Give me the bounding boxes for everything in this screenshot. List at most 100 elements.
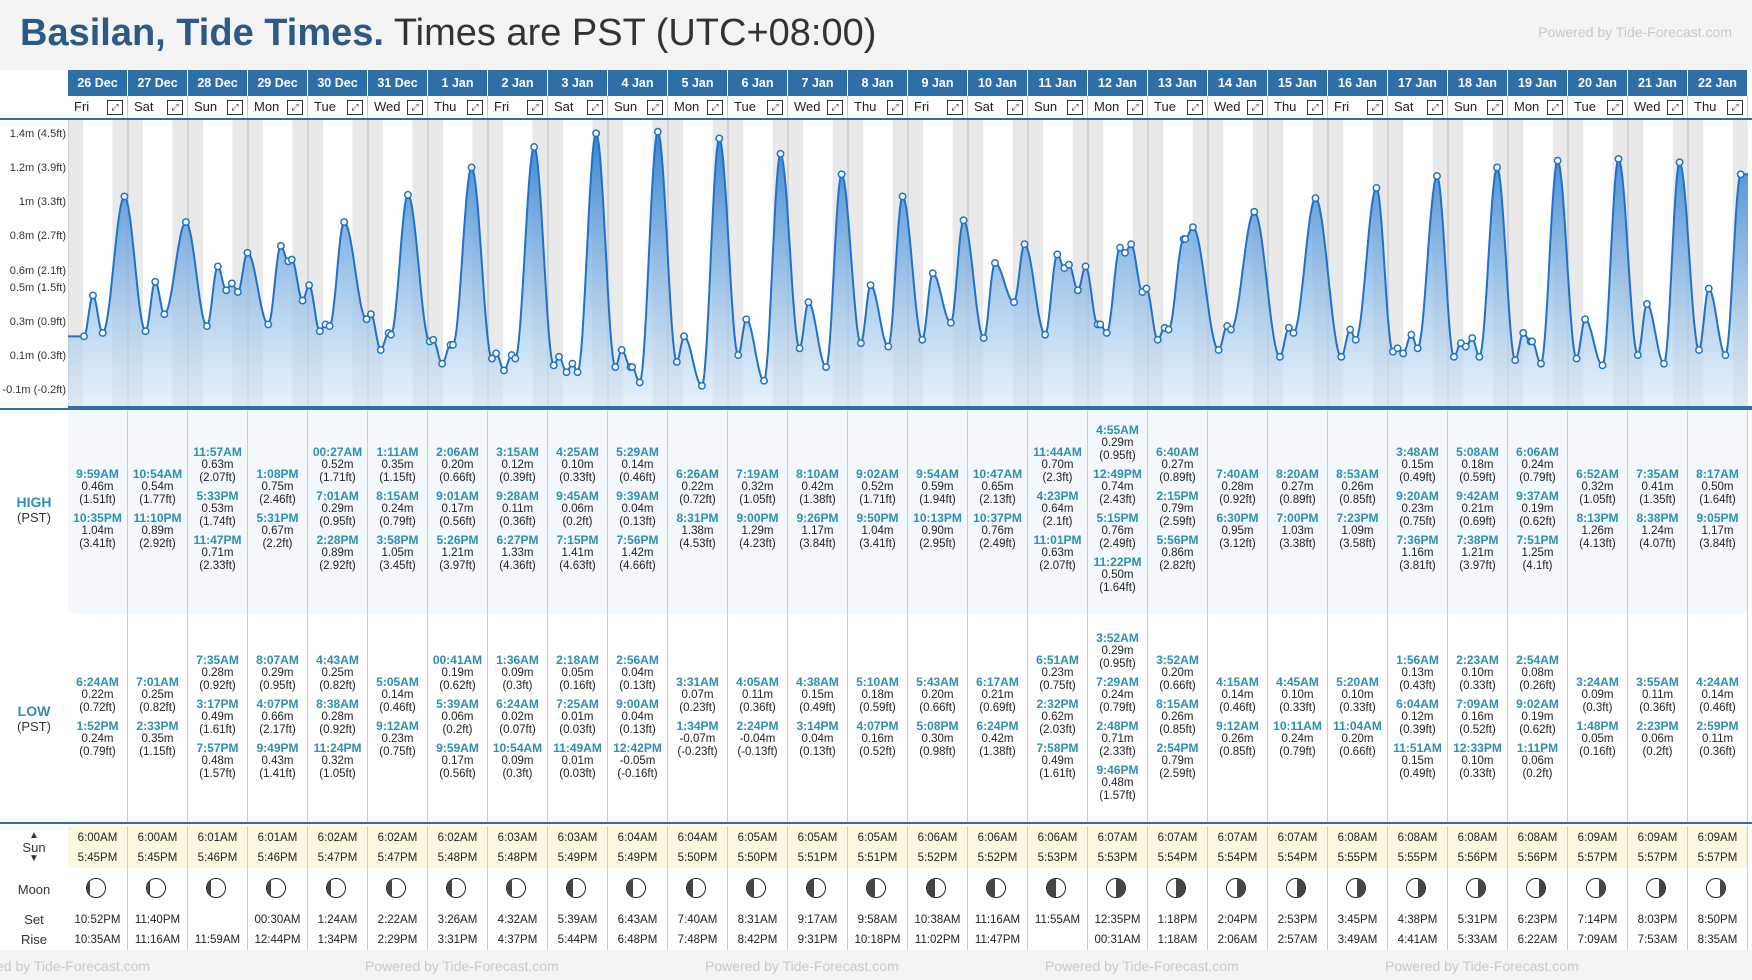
low-tide-height-ft: (0.36ft) — [1699, 745, 1736, 758]
high-tide-height-ft: (4.36ft) — [499, 559, 536, 572]
low-tide-time: 12:33PM — [1453, 740, 1502, 755]
low-tide-point — [1102, 328, 1111, 337]
expand-icon[interactable]: ⤢ — [1307, 100, 1323, 115]
day-date[interactable]: 3 Jan — [548, 70, 608, 96]
high-tide-time: 8:31PM — [676, 510, 719, 525]
day-date[interactable]: 31 Dec — [368, 70, 428, 96]
day-date[interactable]: 20 Jan — [1568, 70, 1628, 96]
day-date[interactable]: 16 Jan — [1328, 70, 1388, 96]
day-date[interactable]: 5 Jan — [668, 70, 728, 96]
day-date[interactable]: 1 Jan — [428, 70, 488, 96]
expand-icon[interactable]: ⤢ — [1187, 100, 1203, 115]
high-tide-height-m: 0.04m — [621, 502, 654, 515]
expand-icon[interactable]: ⤢ — [707, 100, 723, 115]
expand-icon[interactable]: ⤢ — [887, 100, 903, 115]
low-tide-height-ft: (-0.16ft) — [617, 767, 658, 780]
high-tide-point — [1142, 284, 1151, 293]
expand-icon[interactable]: ⤢ — [1007, 100, 1023, 115]
high-tide-time: 8:10AM — [796, 466, 839, 481]
low-tide-point — [264, 320, 273, 329]
moonset-time: 4:32AM — [497, 914, 538, 926]
expand-icon[interactable]: ⤢ — [1427, 100, 1443, 115]
high-tide-cell-entries: 00:27AM 0.52m (1.71ft) 7:01AM 0.29m (0.95ft) 2… — [308, 408, 367, 613]
footer-powered-3[interactable]: Powered by Tide-Forecast.com — [705, 958, 899, 974]
day-column: 5 Jan Mon ⤢ 6:26AM 0.22m (0.72ft) 8:31PM 1.38m(… — [668, 70, 728, 956]
expand-icon[interactable]: ⤢ — [347, 100, 363, 115]
low-tide-height-m: 0.18m — [861, 688, 894, 701]
high-tide-time: 5:26PM — [436, 532, 479, 547]
expand-icon[interactable]: ⤢ — [947, 100, 963, 115]
expand-icon[interactable]: ⤢ — [167, 100, 183, 115]
expand-icon[interactable]: ⤢ — [407, 100, 423, 115]
day-date[interactable]: 12 Jan — [1088, 70, 1148, 96]
day-date[interactable]: 11 Jan — [1028, 70, 1088, 96]
low-tide-time: 5:39AM — [436, 696, 479, 711]
expand-icon[interactable]: ⤢ — [1607, 100, 1623, 115]
day-date[interactable]: 29 Dec — [248, 70, 308, 96]
high-tide-height-ft: (2.46ft) — [259, 493, 296, 506]
high-tide-entry: 5:31PM 0.67m (2.2ft) — [256, 511, 298, 551]
day-date[interactable]: 27 Dec — [128, 70, 188, 96]
footer-powered-5[interactable]: Powered by Tide-Forecast.com — [1385, 958, 1579, 974]
moonrise-time: 8:42PM — [737, 934, 778, 946]
expand-icon[interactable]: ⤢ — [1247, 100, 1263, 115]
day-date[interactable]: 13 Jan — [1148, 70, 1208, 96]
day-date[interactable]: 18 Jan — [1448, 70, 1508, 96]
low-tide-height-ft: (0.66ft) — [1339, 745, 1376, 758]
day-date[interactable]: 15 Jan — [1268, 70, 1328, 96]
day-date[interactable]: 30 Dec — [308, 70, 368, 96]
expand-icon[interactable]: ⤢ — [287, 100, 303, 115]
expand-icon[interactable]: ⤢ — [827, 100, 843, 115]
sun-label[interactable]: ▲ Sun ▼ — [0, 831, 68, 864]
low-tide-height-ft: (-0.13ft) — [737, 745, 778, 758]
expand-icon[interactable]: ⤢ — [527, 100, 543, 115]
low-tide-height-ft: (0.46ft) — [1699, 701, 1736, 714]
low-tide-height-m: 0.49m — [201, 710, 234, 723]
day-date[interactable]: 22 Jan — [1688, 70, 1748, 96]
day-date[interactable]: 7 Jan — [788, 70, 848, 96]
high-tide-time: 9:26PM — [796, 510, 839, 525]
expand-icon[interactable]: ⤢ — [1367, 100, 1383, 115]
expand-icon[interactable]: ⤢ — [1487, 100, 1503, 115]
sun-cell: 6:04AM 5:50PM — [668, 826, 728, 868]
expand-icon[interactable]: ⤢ — [1067, 100, 1083, 115]
day-date[interactable]: 21 Jan — [1628, 70, 1688, 96]
day-date[interactable]: 28 Dec — [188, 70, 248, 96]
powered-by[interactable]: Powered by Tide-Forecast.com — [1538, 24, 1732, 40]
sunset-time: 5:54PM — [1277, 852, 1318, 864]
day-date[interactable]: 10 Jan — [968, 70, 1028, 96]
expand-icon[interactable]: ⤢ — [647, 100, 663, 115]
expand-icon[interactable]: ⤢ — [1667, 100, 1683, 115]
day-date[interactable]: 9 Jan — [908, 70, 968, 96]
low-tide-height-m: 0.09m — [1581, 688, 1614, 701]
expand-icon[interactable]: ⤢ — [767, 100, 783, 115]
low-tide-cell: 1:36AM 0.09m (0.3ft) 6:24AM 0.02m (0.07ft) 10:… — [488, 613, 548, 824]
high-tide-height-m: 0.35m — [381, 458, 414, 471]
day-date[interactable]: 19 Jan — [1508, 70, 1568, 96]
expand-icon[interactable]: ⤢ — [1727, 100, 1743, 115]
high-tide-time: 8:17AM — [1696, 466, 1739, 481]
footer-powered-1[interactable]: ed by Tide-Forecast.com — [0, 958, 151, 974]
expand-icon[interactable]: ⤢ — [1547, 100, 1563, 115]
expand-icon[interactable]: ⤢ — [467, 100, 483, 115]
sun-cell: 6:00AM 5:45PM — [68, 826, 128, 868]
high-tide-height-ft: (3.45ft) — [379, 559, 416, 572]
day-date[interactable]: 26 Dec — [68, 70, 128, 96]
footer-powered-2[interactable]: Powered by Tide-Forecast.com — [365, 958, 559, 974]
day-date[interactable]: 14 Jan — [1208, 70, 1268, 96]
expand-icon[interactable]: ⤢ — [227, 100, 243, 115]
moon-phase-icon — [926, 878, 946, 898]
day-date[interactable]: 17 Jan — [1388, 70, 1448, 96]
expand-icon[interactable]: ⤢ — [1127, 100, 1143, 115]
day-date[interactable]: 6 Jan — [728, 70, 788, 96]
low-tide-height-m: -0.05m — [619, 754, 656, 767]
footer-powered-4[interactable]: Powered by Tide-Forecast.com — [1045, 958, 1239, 974]
day-date[interactable]: 4 Jan — [608, 70, 668, 96]
expand-icon[interactable]: ⤢ — [107, 100, 123, 115]
expand-icon[interactable]: ⤢ — [587, 100, 603, 115]
low-tide-cell-entries: 4:43AM 0.25m (0.82ft) 8:38AM 0.28m (0.92ft) 11… — [308, 613, 367, 824]
day-date[interactable]: 2 Jan — [488, 70, 548, 96]
low-tide-cell-entries: 5:05AM 0.14m (0.46ft) 9:12AM 0.23m (0.75ft) — [368, 613, 427, 824]
low-tide-point — [822, 363, 831, 372]
day-date[interactable]: 8 Jan — [848, 70, 908, 96]
